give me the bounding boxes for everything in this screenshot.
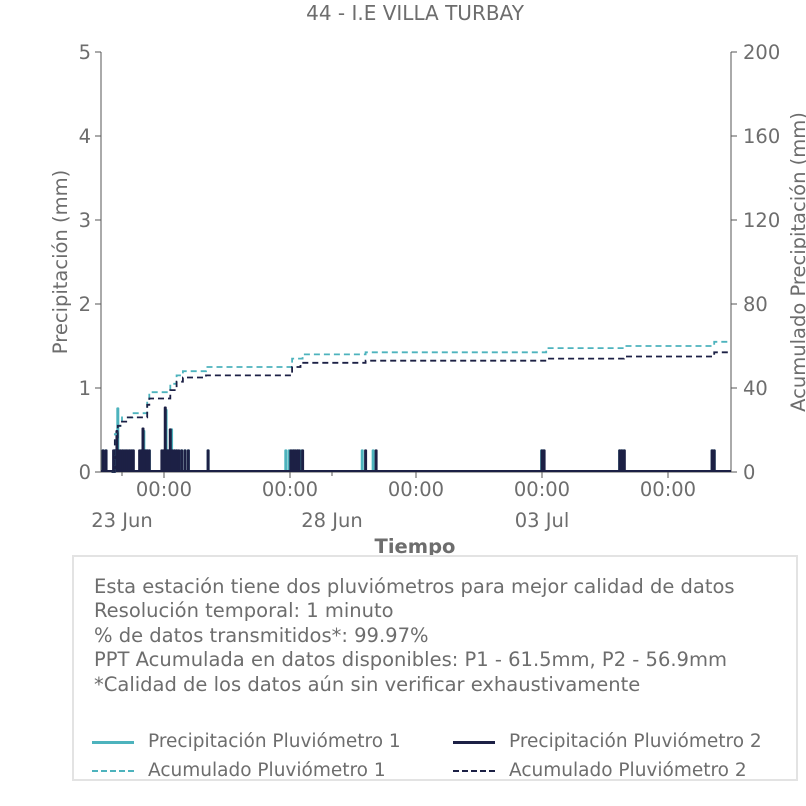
- y-left-tick-label: 1: [79, 377, 91, 400]
- y-left-tick-label: 2: [79, 293, 91, 316]
- p1-precip-bar: [360, 449, 364, 472]
- legend-p2-acc: Acumulado Pluviómetro 2: [509, 760, 747, 781]
- y-right-tick-label: 120: [743, 209, 780, 232]
- info-line: PPT Acumulada en datos disponibles: P1 -…: [94, 648, 727, 672]
- info-line: Resolución temporal: 1 minuto: [94, 599, 394, 623]
- x-major-tick-label: 00:00: [262, 478, 318, 501]
- info-line: *Calidad de los datos aún sin verificar …: [94, 672, 641, 696]
- p1-precip-bar: [284, 449, 288, 472]
- x-major-tick-label: 00:00: [388, 478, 444, 501]
- p2-precip-bar: [622, 449, 626, 472]
- p2-precip-bar: [180, 449, 184, 472]
- chart-title: 44 - I.E VILLA TURBAY: [306, 1, 525, 25]
- x-major-tick-label: 00:00: [640, 478, 696, 501]
- p2-precip-bar: [147, 449, 151, 472]
- legend-p2-bar: Precipitación Pluviómetro 2: [509, 731, 762, 752]
- p2-precip-bar: [297, 449, 301, 472]
- y-right-tick-label: 40: [743, 377, 768, 400]
- x-date-tick-label: 23 Jun: [91, 509, 152, 532]
- legend-p1-acc: Acumulado Pluviómetro 1: [148, 760, 386, 781]
- x-major-tick-label: 00:00: [136, 478, 192, 501]
- y-left-tick-label: 3: [79, 209, 91, 232]
- legend-swatch-p2-bar: [453, 741, 495, 744]
- y-axis-right-label: Acumulado Precipitación (mm): [787, 112, 806, 412]
- station-info: Esta estación tiene dos pluviómetros par…: [94, 575, 735, 697]
- legend-swatch-p1-acc: [92, 770, 134, 772]
- y-left-tick-label: 5: [79, 41, 91, 64]
- y-left-tick-label: 0: [79, 461, 91, 484]
- p2-precip-bar: [183, 449, 187, 472]
- p2-precip-bar: [542, 449, 546, 472]
- p1-precip-bar: [371, 449, 375, 472]
- p2-precip-bar: [712, 449, 716, 472]
- info-line: Esta estación tiene dos pluviómetros par…: [94, 575, 735, 598]
- x-major-tick-label: 00:00: [514, 478, 570, 501]
- p2-precip-bar: [620, 449, 624, 472]
- y-right-tick-label: 160: [743, 125, 780, 148]
- legend-swatch-p1-bar: [92, 741, 134, 744]
- y-right-tick-label: 80: [743, 293, 768, 316]
- y-right-tick-label: 200: [743, 41, 780, 64]
- x-date-tick-label: 03 Jul: [515, 509, 570, 532]
- p2-cumulative-line: [111, 351, 731, 473]
- p2-precip-bar: [301, 449, 305, 472]
- x-axis-label: Tiempo: [375, 535, 456, 558]
- y-left-tick-label: 4: [79, 125, 91, 148]
- precipitation-chart: 44 - I.E VILLA TURBAY 0 1 2 3 4 5 0 40 80 120 160 2…: [49, 1, 806, 558]
- legend-swatch-p2-acc: [453, 770, 495, 772]
- x-date-tick-label: 28 Jun: [301, 509, 362, 532]
- p2-precip-bar: [104, 449, 108, 472]
- p2-precip-bar: [131, 449, 135, 472]
- legend-p1-bar: Precipitación Pluviómetro 1: [148, 731, 401, 752]
- y-right-tick-label: 0: [743, 461, 755, 484]
- p2-precip-bar: [177, 449, 181, 472]
- p2-precip-bar: [186, 449, 190, 472]
- p2-precip-bar: [206, 449, 210, 472]
- p2-precip-bar: [364, 449, 368, 472]
- p2-precip-bar: [374, 449, 378, 472]
- y-axis-left-label: Precipitación (mm): [49, 170, 72, 354]
- p2-precip-bar: [101, 449, 105, 472]
- p2-precip-bar: [289, 449, 293, 472]
- info-line: % de datos transmitidos*: 99.97%: [94, 623, 429, 647]
- info-legend-box: Esta estación tiene dos pluviómetros par…: [72, 555, 798, 781]
